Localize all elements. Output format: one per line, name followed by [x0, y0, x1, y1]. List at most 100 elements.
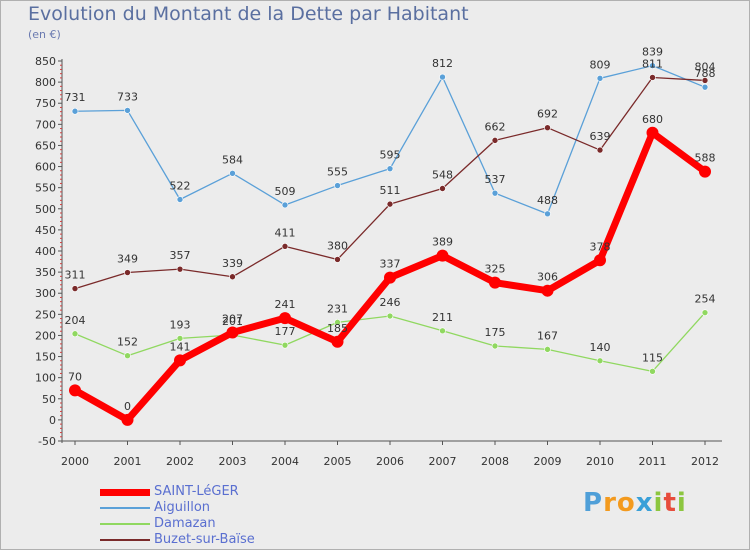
data-point [386, 312, 394, 320]
x-tick-label: 2001 [114, 455, 142, 468]
data-label: 680 [642, 113, 663, 126]
data-point [176, 196, 184, 203]
y-tick-label: 750 [35, 97, 56, 110]
x-tick-label: 2011 [639, 455, 667, 468]
data-point [491, 342, 499, 350]
data-label: 511 [380, 184, 401, 197]
data-label: 522 [170, 179, 191, 192]
data-label: 809 [590, 58, 611, 71]
data-label: 804 [695, 60, 716, 73]
data-label: 639 [590, 130, 611, 143]
data-point [646, 126, 659, 139]
y-tick-label: 250 [35, 308, 56, 321]
data-label: 588 [695, 152, 716, 165]
data-point [281, 201, 289, 209]
data-point [701, 77, 709, 84]
data-label: 246 [380, 296, 401, 309]
chart-subtitle: (en €) [28, 28, 61, 41]
data-point [331, 335, 344, 348]
data-label: 733 [117, 90, 138, 103]
x-tick-label: 2006 [376, 455, 404, 468]
data-point [701, 309, 709, 316]
data-point [491, 189, 499, 197]
data-label: 731 [65, 91, 86, 104]
data-label: 537 [485, 173, 506, 186]
data-label: 357 [170, 249, 191, 262]
data-point [596, 357, 604, 365]
x-tick-label: 2003 [219, 455, 247, 468]
data-point [701, 83, 709, 91]
data-label: 140 [590, 341, 611, 354]
y-tick-label: 550 [35, 182, 56, 195]
x-tick-label: 2012 [691, 455, 719, 468]
data-point [176, 265, 184, 273]
data-point [174, 354, 186, 367]
data-label: 811 [642, 57, 663, 70]
data-point [544, 210, 551, 218]
y-tick-label: 650 [35, 139, 56, 152]
data-label: 380 [327, 239, 348, 252]
data-label: 207 [222, 312, 243, 325]
data-point [649, 62, 656, 69]
data-label: 692 [537, 108, 558, 121]
data-point [489, 276, 501, 289]
data-point [649, 74, 656, 81]
data-label: 839 [642, 46, 663, 59]
data-point [226, 326, 239, 339]
data-point [69, 384, 81, 397]
data-label: 177 [275, 325, 296, 338]
chart-title: Evolution du Montant de la Dette par Hab… [28, 3, 469, 25]
data-label: 311 [65, 269, 86, 282]
data-point [491, 137, 499, 144]
data-point [386, 200, 394, 208]
data-label: 548 [432, 169, 453, 182]
data-point [541, 284, 554, 297]
data-point [281, 341, 289, 349]
legend-swatch-aiguillon [100, 507, 150, 509]
data-point [436, 249, 449, 262]
data-label: 193 [170, 318, 191, 331]
data-point [439, 327, 446, 335]
data-label: 175 [485, 326, 506, 339]
y-tick-label: 50 [42, 393, 56, 406]
legend-label-saint-leger: SAINT-LéGER [154, 484, 239, 499]
data-label: 812 [432, 57, 453, 70]
data-label: 70 [68, 370, 82, 383]
data-point [384, 271, 396, 284]
data-label: 185 [327, 322, 348, 335]
data-label: 488 [537, 194, 558, 207]
y-tick-label: 200 [35, 329, 56, 342]
legend-label-damazan: Damazan [154, 516, 216, 531]
data-label: 167 [537, 329, 558, 342]
y-tick-label: 800 [35, 76, 56, 89]
data-label: 325 [485, 263, 506, 276]
y-tick-label: 0 [49, 414, 56, 427]
x-tick-label: 2009 [534, 455, 562, 468]
data-point [281, 243, 289, 250]
data-point [279, 312, 291, 325]
data-point [124, 107, 131, 114]
data-label: 231 [327, 302, 348, 315]
legend-label-buzet: Buzet-sur-Baïse [154, 532, 255, 547]
data-label: 788 [695, 67, 716, 80]
y-tick-label: 600 [35, 161, 56, 174]
y-tick-label: 700 [35, 118, 56, 131]
data-label: 211 [432, 311, 453, 324]
data-point [439, 73, 446, 81]
data-point [594, 254, 606, 267]
y-tick-label: 450 [35, 224, 56, 237]
data-label: 337 [380, 258, 401, 271]
data-point [229, 170, 236, 177]
legend-swatch-saint-leger [100, 489, 150, 496]
data-point [596, 75, 604, 82]
data-point [334, 319, 341, 326]
data-point [596, 146, 604, 154]
y-tick-label: 100 [35, 372, 56, 385]
data-label: 584 [222, 153, 243, 166]
data-point [544, 124, 551, 132]
data-point [544, 346, 551, 353]
proxiti-logo: Proxiti [583, 488, 687, 518]
y-tick-label: 500 [35, 203, 56, 216]
data-point [71, 330, 79, 338]
